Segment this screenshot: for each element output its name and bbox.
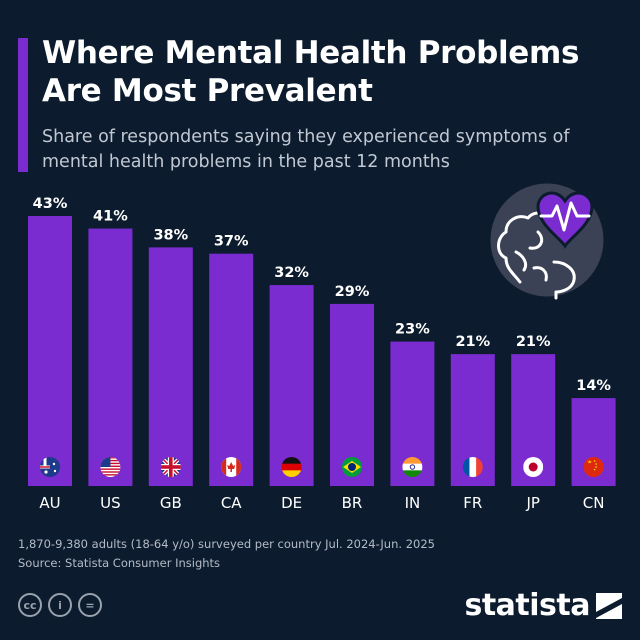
statista-logo[interactable]: statista (464, 588, 622, 623)
brazil-flag-icon (342, 457, 362, 477)
value-label: 21% (516, 334, 551, 350)
bar-group-jp: 21% JP (511, 334, 556, 512)
category-label: US (100, 494, 121, 512)
nd-icon[interactable]: = (78, 593, 102, 617)
bar-group-us: 41% US (88, 209, 133, 512)
bar (209, 253, 254, 486)
cc-icon[interactable]: cc (18, 593, 42, 617)
bar (269, 285, 314, 486)
bar (28, 216, 72, 486)
bar (330, 303, 374, 486)
category-label: BR (342, 494, 363, 512)
statista-mark-icon (596, 592, 622, 619)
brain-heart-pulse-icon (487, 180, 607, 300)
bar-group-gb: 38% GB (148, 227, 193, 512)
bar-group-in: 23% IN (390, 322, 435, 512)
australia-flag-icon (40, 457, 60, 477)
category-label: GB (160, 494, 182, 512)
footnote: 1,870-9,380 adults (18-64 y/o) surveyed … (18, 535, 435, 573)
by-icon[interactable]: i (48, 593, 72, 617)
france-flag-icon (462, 457, 483, 477)
bar-group-fr: 21% FR (450, 334, 495, 512)
germany-flag-icon (281, 457, 302, 477)
value-label: 32% (274, 265, 309, 281)
value-label: 14% (576, 378, 611, 394)
category-label: CN (583, 494, 605, 512)
bar-group-br: 29% BR (330, 284, 374, 512)
value-label: 29% (335, 284, 370, 300)
bar-group-au: 43% AU (28, 196, 72, 512)
uk-flag-icon (160, 457, 181, 477)
value-label: 38% (153, 227, 188, 243)
india-flag-icon (402, 457, 423, 477)
japan-flag-icon (523, 457, 544, 477)
china-flag-icon (583, 457, 604, 477)
category-label: AU (39, 494, 60, 512)
value-label: 41% (93, 209, 128, 225)
source-note: Source: Statista Consumer Insights (18, 556, 221, 570)
bar-group-de: 32% DE (269, 265, 314, 512)
category-label: IN (405, 494, 421, 512)
survey-note: 1,870-9,380 adults (18-64 y/o) surveyed … (18, 537, 435, 551)
bar (148, 247, 193, 486)
canada-flag-icon (221, 457, 242, 477)
value-label: 21% (455, 334, 490, 350)
category-label: FR (463, 494, 482, 512)
category-label: CA (221, 494, 242, 512)
statista-wordmark: statista (464, 588, 590, 623)
bar (88, 228, 133, 486)
license-icons: cc i = (18, 593, 102, 617)
title-accent-bar (18, 38, 28, 172)
value-label: 43% (33, 196, 68, 212)
chart-subtitle: Share of respondents saying they experie… (42, 127, 570, 172)
value-label: 23% (395, 322, 430, 338)
category-label: DE (281, 494, 302, 512)
usa-flag-icon (100, 457, 121, 477)
bar-group-ca: 37% CA (209, 234, 254, 512)
bar-group-cn: 14% CN (571, 378, 616, 512)
value-label: 37% (214, 234, 249, 250)
category-label: JP (525, 494, 539, 512)
chart-title: Where Mental Health Problems Are Most Pr… (42, 35, 580, 109)
